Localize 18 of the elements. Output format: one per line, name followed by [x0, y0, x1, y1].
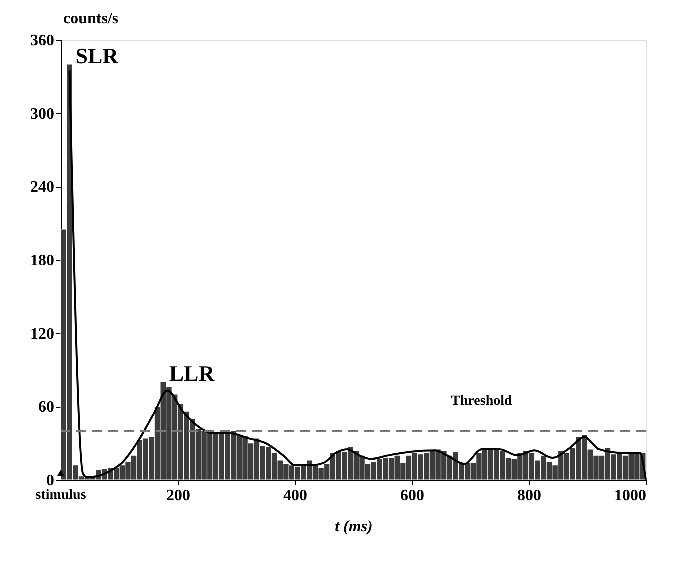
y-tick-label: 300 [30, 106, 54, 123]
y-tick-label: 180 [30, 252, 54, 270]
y-tick-label: 240 [30, 179, 54, 196]
y-axis-title: counts/s [64, 10, 119, 28]
x-tick-label: 600 [400, 488, 424, 504]
ref-line-label: Threshold [451, 394, 513, 410]
y-tick-label: 0 [46, 472, 54, 490]
text: stimulus [36, 488, 87, 503]
annotation: SLR [76, 43, 120, 68]
x-tick-label: 400 [284, 488, 308, 504]
y-tick-label: 60 [38, 399, 54, 416]
x-tick-label: 200 [166, 488, 190, 504]
annotation: LLR [169, 361, 216, 386]
x-tick-label: 1000 [614, 488, 646, 504]
y-tick-label: 360 [30, 32, 54, 50]
x-axis-title: t (ms) [335, 518, 373, 536]
y-tick-label: 120 [30, 326, 54, 343]
x-tick-label: 800 [518, 488, 542, 504]
